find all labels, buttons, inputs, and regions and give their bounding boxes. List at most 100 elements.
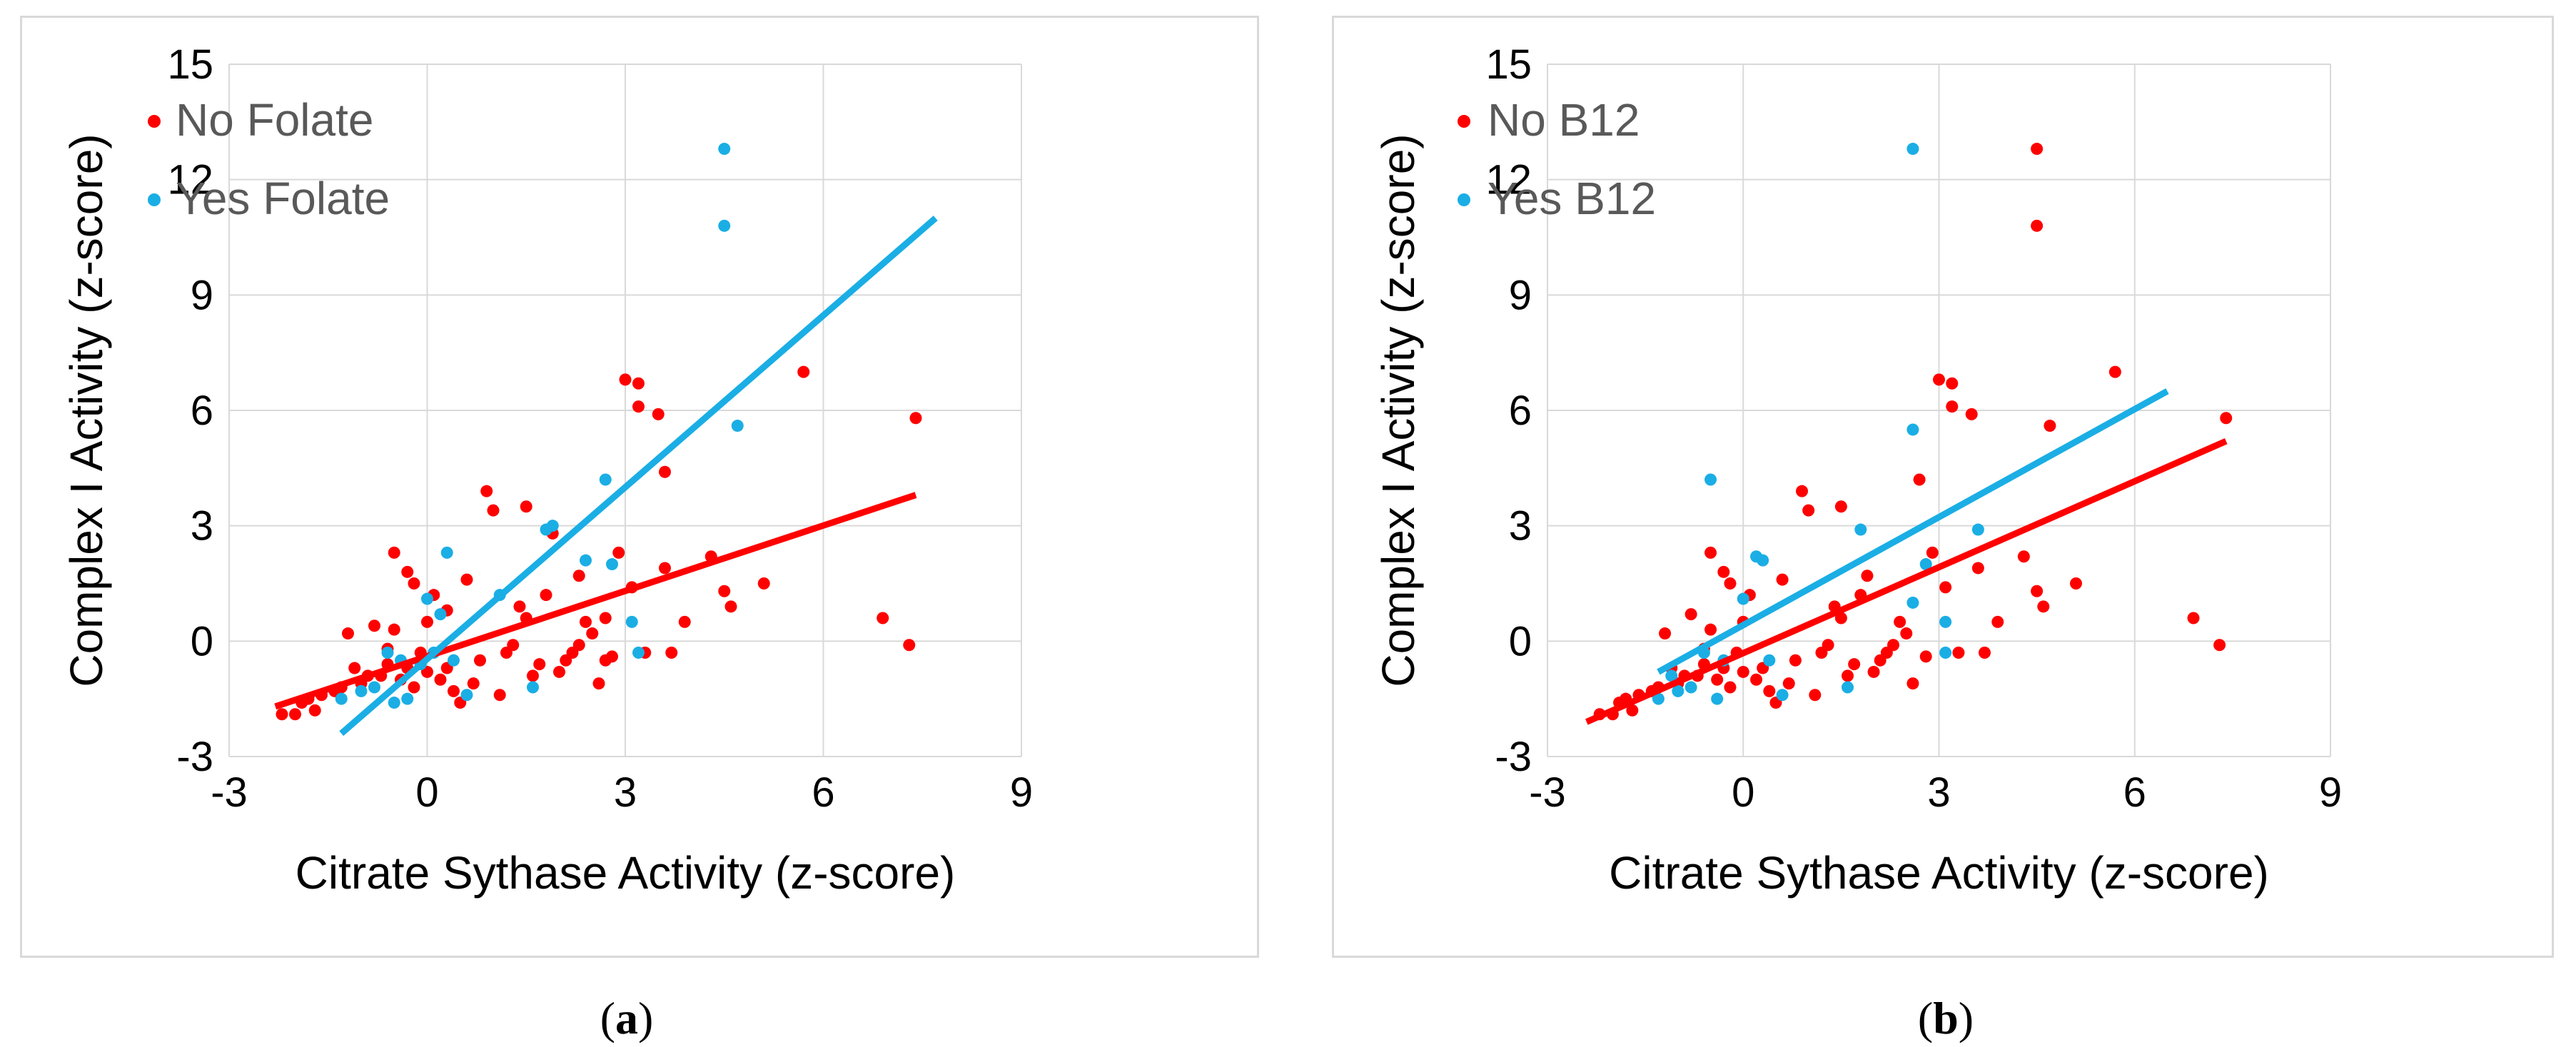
y-tick-label: -3 [176, 734, 213, 780]
data-point [335, 692, 348, 705]
data-point [421, 615, 433, 628]
data-point [665, 647, 678, 659]
data-point [1704, 623, 1717, 636]
x-tick-label: 9 [1010, 769, 1033, 816]
data-point [718, 143, 731, 156]
x-axis-label: Citrate Sythase Activity (z-score) [1609, 847, 2269, 899]
data-point [1894, 615, 1906, 628]
data-point [1906, 423, 1919, 436]
data-point [1978, 647, 1991, 659]
data-point [1939, 581, 1952, 594]
data-point [903, 639, 916, 652]
data-point [1952, 647, 1965, 659]
data-point [1724, 577, 1737, 590]
legend-marker [1458, 115, 1470, 128]
data-point [1939, 615, 1952, 628]
data-point [1704, 546, 1717, 559]
data-point [1926, 546, 1939, 559]
data-point [1971, 562, 1984, 575]
legend-label: Yes B12 [1487, 173, 1656, 224]
data-point [1971, 523, 1984, 536]
chart-panel-b: -3 0 3 6 9 -3 0 3 6 9 12 15 Citrate Sythase Activity… [1332, 16, 2554, 958]
legend-marker [148, 115, 161, 128]
y-tick-label: 9 [1509, 272, 1532, 318]
data-point [520, 500, 532, 513]
legend-marker [1458, 193, 1470, 206]
data-point [474, 654, 486, 667]
data-point [1991, 615, 2004, 628]
scatter-chart-a: -3 0 3 6 9 -3 0 3 6 9 12 15 Citrate Sythase Activity… [61, 41, 1033, 899]
data-point [1802, 504, 1815, 517]
caption-a-letter: a [615, 993, 638, 1043]
y-axis-label: Complex I Activity (z-score) [61, 133, 112, 687]
data-point [546, 520, 559, 532]
data-point [1789, 654, 1802, 667]
data-point [388, 697, 400, 709]
data-point [1782, 677, 1795, 690]
data-point [632, 400, 645, 413]
data-point [348, 662, 361, 674]
data-point [1659, 627, 1672, 640]
data-point [388, 623, 400, 636]
data-point [606, 558, 618, 571]
data-point [1842, 681, 1854, 694]
data-point [599, 473, 612, 486]
y-tick-label: 6 [1509, 388, 1532, 434]
data-point [2031, 219, 2044, 232]
data-point [1919, 558, 1932, 571]
y-tick-label: 12 [1485, 157, 1532, 203]
x-tick-label: 6 [2123, 769, 2146, 816]
data-point [1626, 704, 1639, 717]
data-point [599, 612, 612, 624]
data-point [1906, 143, 1919, 156]
data-point [289, 708, 301, 721]
trendline-blue [339, 216, 938, 737]
data-point [448, 684, 460, 697]
y-tick-label: 15 [1485, 41, 1532, 88]
data-point [1842, 669, 1854, 682]
data-point [1684, 681, 1697, 694]
trendline-blue [1657, 388, 2169, 675]
data-point [1946, 400, 1959, 413]
data-point [342, 627, 354, 640]
data-point [619, 373, 632, 386]
data-point [1750, 673, 1763, 686]
data-point [797, 365, 810, 378]
data-point [1763, 684, 1776, 697]
data-point [2017, 550, 2030, 563]
caption-b-letter: b [1933, 993, 1959, 1043]
data-point [1854, 523, 1867, 536]
data-point [1906, 596, 1919, 609]
data-point [553, 665, 565, 678]
data-point [388, 546, 400, 559]
data-point [480, 485, 493, 497]
y-tick-label: 0 [1509, 618, 1532, 664]
data-point [1965, 408, 1978, 420]
data-point [540, 589, 552, 602]
data-point [659, 562, 671, 575]
x-tick-label: 0 [415, 769, 438, 816]
data-point [580, 615, 592, 628]
legend-label: No B12 [1487, 94, 1640, 146]
data-point [408, 577, 420, 590]
data-point [355, 684, 368, 697]
data-point [659, 465, 671, 478]
data-point [1834, 612, 1847, 624]
data-point [731, 420, 744, 433]
data-point [2031, 585, 2044, 597]
data-point [592, 677, 605, 690]
data-point [1776, 689, 1789, 702]
y-tick-label: 6 [191, 388, 213, 434]
data-point [507, 639, 520, 652]
y-tick-label: -3 [1495, 734, 1532, 780]
data-point [440, 546, 453, 559]
data-point [1737, 665, 1749, 678]
y-tick-label: 9 [191, 272, 213, 318]
x-tick-label: -3 [211, 769, 248, 816]
data-point [381, 647, 394, 659]
data-point [612, 546, 625, 559]
x-tick-label: -3 [1529, 769, 1566, 816]
data-point [460, 689, 473, 702]
data-point [1717, 565, 1730, 578]
data-point [1796, 485, 1809, 497]
